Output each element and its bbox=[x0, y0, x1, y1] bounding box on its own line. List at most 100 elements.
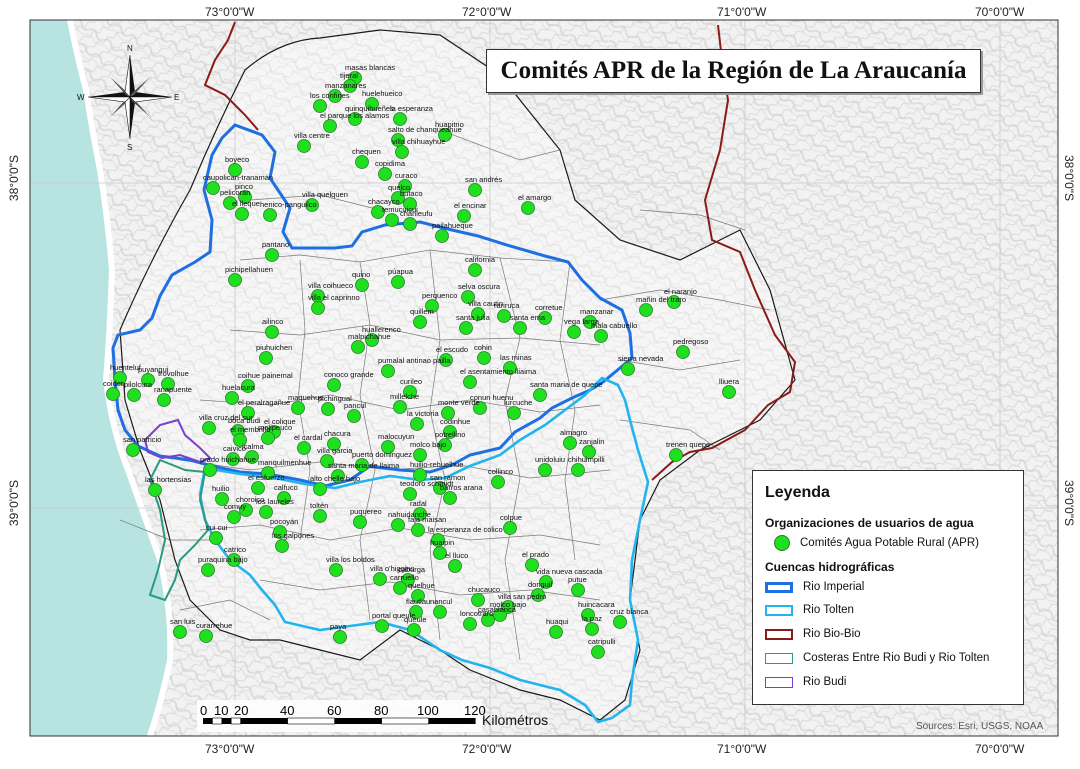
apr-point[interactable] bbox=[413, 448, 427, 462]
apr-point[interactable] bbox=[639, 303, 653, 317]
apr-point[interactable] bbox=[591, 645, 605, 659]
apr-point[interactable] bbox=[228, 163, 242, 177]
apr-point[interactable] bbox=[351, 340, 365, 354]
apr-point[interactable] bbox=[583, 315, 597, 329]
apr-point[interactable] bbox=[275, 539, 289, 553]
apr-point[interactable] bbox=[277, 491, 291, 505]
apr-point[interactable] bbox=[613, 615, 627, 629]
apr-point[interactable] bbox=[313, 509, 327, 523]
apr-point[interactable] bbox=[539, 575, 553, 589]
apr-point[interactable] bbox=[503, 361, 517, 375]
apr-point[interactable] bbox=[409, 605, 423, 619]
apr-point[interactable] bbox=[521, 201, 535, 215]
apr-point[interactable] bbox=[126, 443, 140, 457]
apr-point[interactable] bbox=[202, 421, 216, 435]
apr-point[interactable] bbox=[385, 213, 399, 227]
apr-point[interactable] bbox=[106, 387, 120, 401]
apr-point[interactable] bbox=[238, 190, 252, 204]
apr-point[interactable] bbox=[259, 351, 273, 365]
apr-point[interactable] bbox=[393, 112, 407, 126]
apr-point[interactable] bbox=[393, 581, 407, 595]
apr-point[interactable] bbox=[320, 454, 334, 468]
apr-point[interactable] bbox=[209, 531, 223, 545]
apr-point[interactable] bbox=[225, 391, 239, 405]
apr-point[interactable] bbox=[381, 364, 395, 378]
apr-point[interactable] bbox=[438, 438, 452, 452]
apr-point[interactable] bbox=[513, 321, 527, 335]
apr-point[interactable] bbox=[348, 112, 362, 126]
apr-point[interactable] bbox=[503, 521, 517, 535]
apr-point[interactable] bbox=[507, 406, 521, 420]
apr-point[interactable] bbox=[468, 263, 482, 277]
apr-point[interactable] bbox=[333, 630, 347, 644]
apr-point[interactable] bbox=[410, 417, 424, 431]
apr-point[interactable] bbox=[393, 400, 407, 414]
apr-point[interactable] bbox=[531, 588, 545, 602]
apr-point[interactable] bbox=[273, 525, 287, 539]
apr-point[interactable] bbox=[259, 505, 273, 519]
apr-point[interactable] bbox=[403, 487, 417, 501]
apr-point[interactable] bbox=[413, 315, 427, 329]
apr-point[interactable] bbox=[215, 492, 229, 506]
apr-point[interactable] bbox=[411, 523, 425, 537]
apr-point[interactable] bbox=[621, 362, 635, 376]
apr-point[interactable] bbox=[443, 425, 457, 439]
apr-point[interactable] bbox=[331, 469, 345, 483]
apr-point[interactable] bbox=[403, 385, 417, 399]
apr-point[interactable] bbox=[329, 563, 343, 577]
apr-point[interactable] bbox=[263, 208, 277, 222]
apr-point[interactable] bbox=[223, 196, 237, 210]
apr-point[interactable] bbox=[321, 402, 335, 416]
apr-point[interactable] bbox=[127, 388, 141, 402]
apr-point[interactable] bbox=[722, 385, 736, 399]
apr-point[interactable] bbox=[395, 145, 409, 159]
apr-point[interactable] bbox=[669, 448, 683, 462]
apr-point[interactable] bbox=[378, 167, 392, 181]
apr-point[interactable] bbox=[226, 452, 240, 466]
apr-point[interactable] bbox=[239, 503, 253, 517]
apr-point[interactable] bbox=[375, 619, 389, 633]
apr-point[interactable] bbox=[676, 345, 690, 359]
apr-point[interactable] bbox=[297, 441, 311, 455]
apr-point[interactable] bbox=[448, 559, 462, 573]
apr-point[interactable] bbox=[297, 139, 311, 153]
apr-point[interactable] bbox=[441, 406, 455, 420]
apr-point[interactable] bbox=[328, 89, 342, 103]
apr-point[interactable] bbox=[313, 99, 327, 113]
apr-point[interactable] bbox=[371, 205, 385, 219]
apr-point[interactable] bbox=[173, 625, 187, 639]
apr-point[interactable] bbox=[391, 275, 405, 289]
apr-point[interactable] bbox=[457, 209, 471, 223]
apr-point[interactable] bbox=[227, 510, 241, 524]
apr-point[interactable] bbox=[497, 309, 511, 323]
apr-point[interactable] bbox=[148, 483, 162, 497]
apr-point[interactable] bbox=[461, 290, 475, 304]
apr-point[interactable] bbox=[567, 325, 581, 339]
apr-point[interactable] bbox=[435, 229, 449, 243]
apr-point[interactable] bbox=[353, 515, 367, 529]
apr-point[interactable] bbox=[463, 617, 477, 631]
apr-point[interactable] bbox=[291, 401, 305, 415]
apr-point[interactable] bbox=[245, 450, 259, 464]
apr-point[interactable] bbox=[261, 466, 275, 480]
apr-point[interactable] bbox=[459, 321, 473, 335]
apr-point[interactable] bbox=[571, 583, 585, 597]
apr-point[interactable] bbox=[581, 608, 595, 622]
apr-point[interactable] bbox=[265, 325, 279, 339]
apr-point[interactable] bbox=[141, 373, 155, 387]
apr-point[interactable] bbox=[391, 518, 405, 532]
apr-point[interactable] bbox=[667, 295, 681, 309]
apr-point[interactable] bbox=[327, 378, 341, 392]
apr-point[interactable] bbox=[327, 437, 341, 451]
apr-point[interactable] bbox=[365, 97, 379, 111]
apr-point[interactable] bbox=[373, 572, 387, 586]
apr-point[interactable] bbox=[473, 401, 487, 415]
apr-point[interactable] bbox=[563, 436, 577, 450]
apr-point[interactable] bbox=[355, 458, 369, 472]
apr-point[interactable] bbox=[313, 482, 327, 496]
apr-point[interactable] bbox=[443, 491, 457, 505]
apr-point[interactable] bbox=[594, 329, 608, 343]
apr-point[interactable] bbox=[433, 605, 447, 619]
apr-point[interactable] bbox=[425, 299, 439, 313]
apr-point[interactable] bbox=[381, 440, 395, 454]
